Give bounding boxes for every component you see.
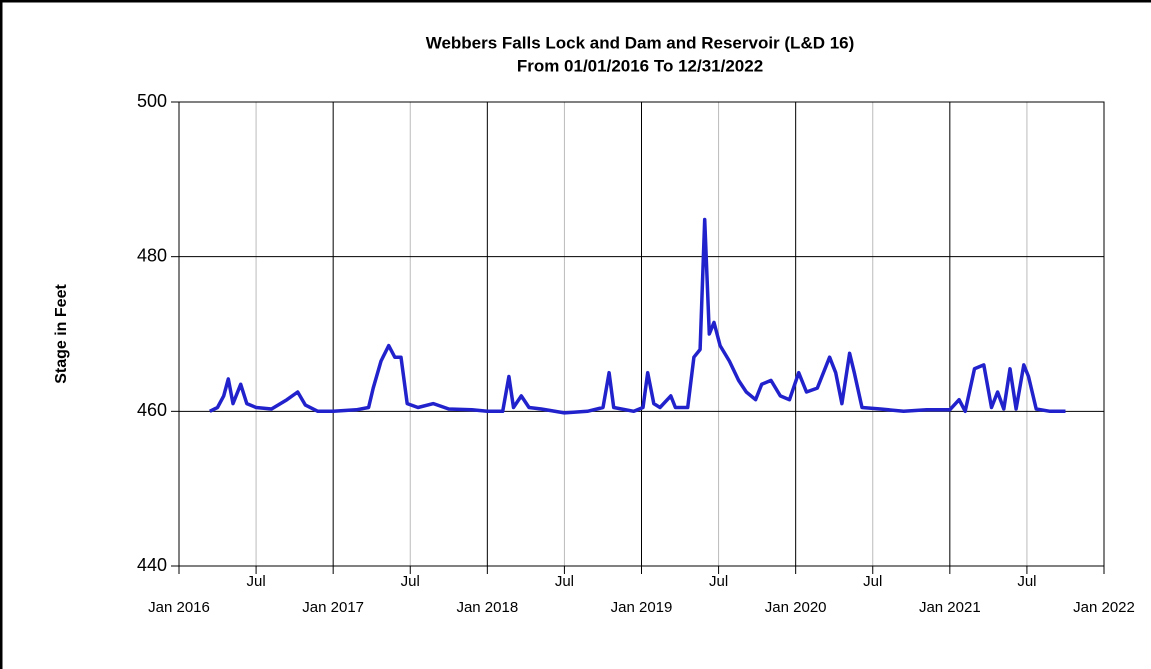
x-tick-label: Jan 2017	[302, 599, 364, 616]
x-tick-label: Jul	[555, 573, 574, 590]
x-tick-label: Jul	[709, 573, 728, 590]
y-tick-label: 480	[137, 245, 167, 265]
x-tick-label: Jan 2016	[148, 599, 210, 616]
x-tick-label: Jan 2019	[611, 599, 673, 616]
chart-subtitle: From 01/01/2016 To 12/31/2022	[517, 56, 763, 75]
x-tick-label: Jan 2022	[1073, 599, 1135, 616]
x-tick-label: Jul	[1017, 573, 1036, 590]
x-tick-label: Jan 2021	[919, 599, 981, 616]
x-tick-label: Jan 2018	[456, 599, 518, 616]
chart-title: Webbers Falls Lock and Dam and Reservoir…	[426, 33, 855, 52]
data-line	[209, 217, 1066, 415]
y-axis-label: Stage in Feet	[53, 284, 70, 384]
y-tick-label: 500	[137, 91, 167, 111]
x-tick-label: Jul	[863, 573, 882, 590]
x-tick-label: Jul	[401, 573, 420, 590]
y-tick-label: 460	[137, 400, 167, 420]
x-tick-label: Jul	[246, 573, 265, 590]
plot-border	[178, 101, 1105, 567]
x-tick-label: Jan 2020	[765, 599, 827, 616]
y-tick-label: 440	[137, 555, 167, 575]
